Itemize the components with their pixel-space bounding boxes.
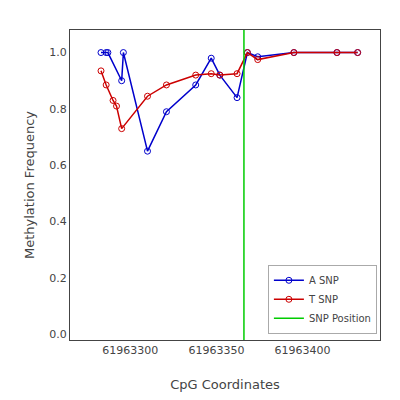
svg-text:SNP Position: SNP Position	[309, 313, 371, 324]
svg-text:61963350: 61963350	[188, 344, 244, 357]
svg-text:Methylation Frequency: Methylation Frequency	[22, 111, 37, 259]
svg-text:A SNP: A SNP	[309, 275, 339, 286]
svg-text:0.0: 0.0	[49, 328, 67, 341]
svg-text:1.0: 1.0	[49, 46, 67, 59]
svg-text:0.4: 0.4	[49, 215, 67, 228]
svg-text:0.6: 0.6	[49, 159, 67, 172]
svg-text:61963300: 61963300	[102, 344, 158, 357]
svg-text:61963400: 61963400	[275, 344, 331, 357]
svg-text:CpG Coordinates: CpG Coordinates	[170, 377, 280, 392]
svg-text:T SNP: T SNP	[308, 294, 338, 305]
svg-text:0.8: 0.8	[49, 103, 67, 116]
svg-text:0.2: 0.2	[49, 272, 67, 285]
